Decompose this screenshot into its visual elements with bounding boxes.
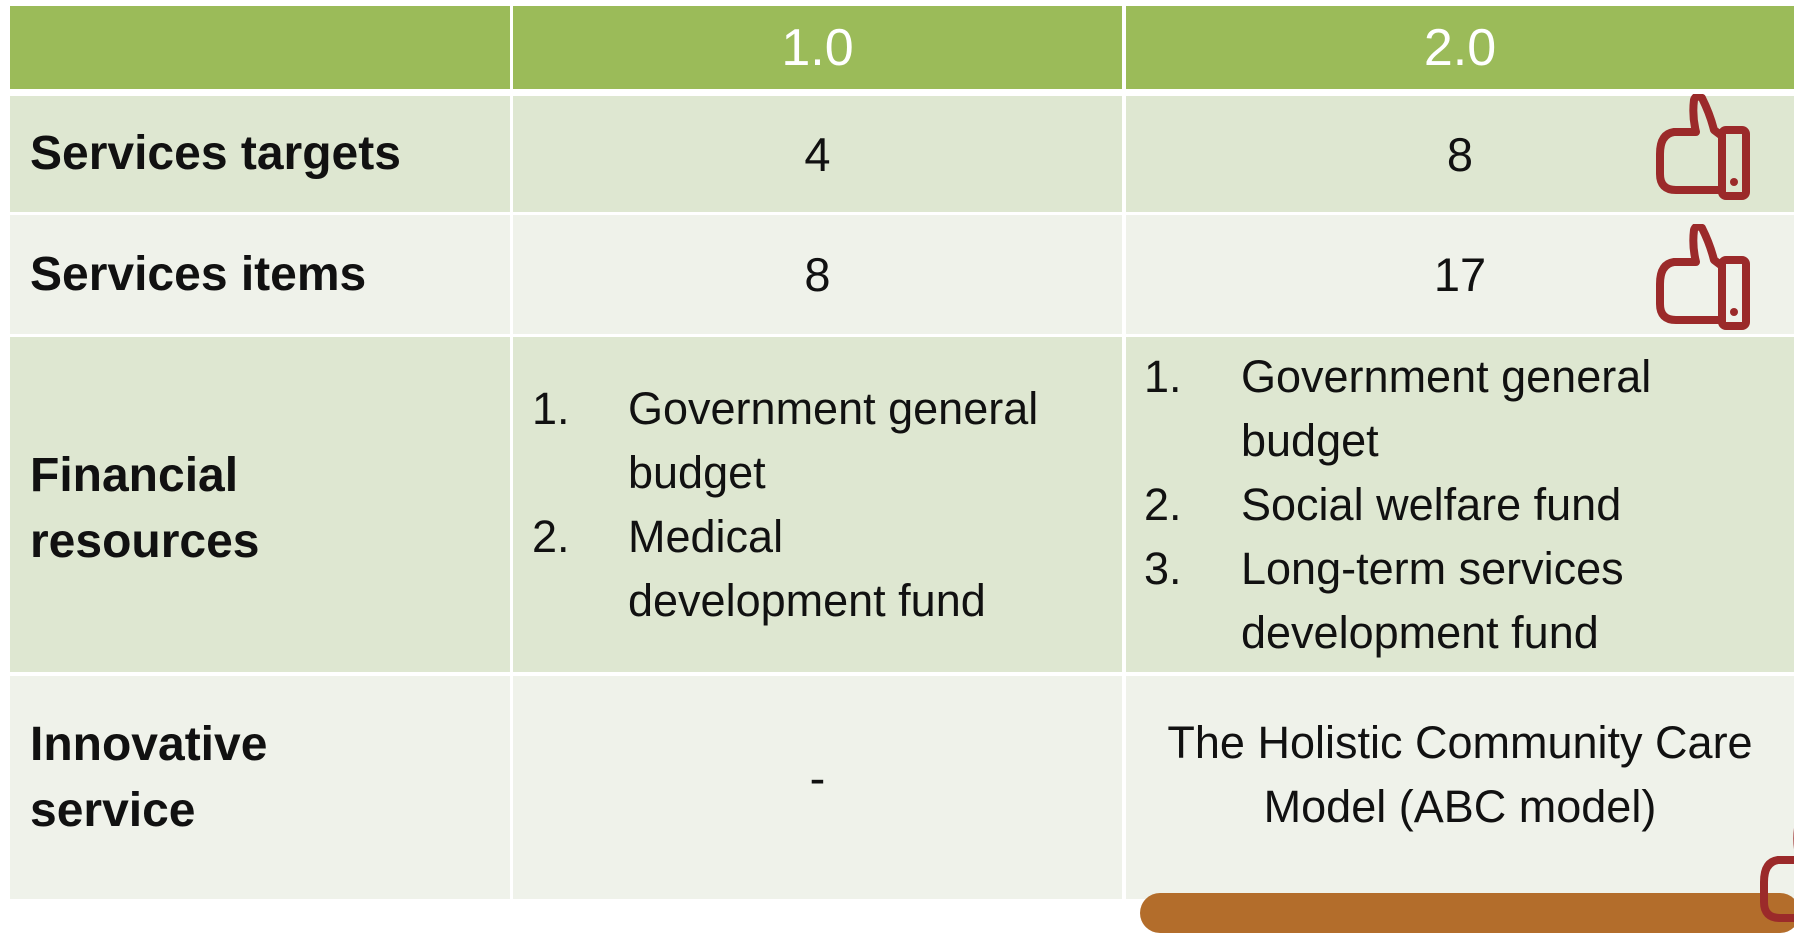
row-label: Financial resources (10, 337, 510, 672)
cell: 17 (1126, 215, 1794, 334)
list-number: 1. (1144, 350, 1182, 402)
list-item: 1. Government general budget (532, 377, 1048, 505)
cell: 4 (513, 96, 1122, 212)
decorative-shape (1140, 893, 1794, 933)
page: 1.0 2.0 Services targets 4 8 Services it… (10, 6, 1794, 933)
thumbs-up-icon (1648, 224, 1756, 332)
list-number: 3. (1144, 542, 1182, 594)
list-item: 2. Medical development fund (532, 505, 1048, 633)
cell: 1. Government general budget 2. Medical dev… (513, 337, 1122, 672)
list-number: 2. (532, 510, 570, 562)
list-item: 2. Social welfare fund (1144, 473, 1781, 537)
cell: 8 (1126, 96, 1794, 212)
list-number: 2. (1144, 478, 1182, 530)
header-cell: 1.0 (513, 6, 1122, 89)
list-item: 1. Government general budget (1144, 345, 1781, 473)
label-text: Innovative service (30, 717, 268, 837)
cell: The Holistic Community Care Model (ABC m… (1126, 676, 1794, 899)
list-text: Long-term services development fund (1241, 542, 1624, 658)
list-text: Government general budget (1241, 350, 1652, 466)
list: 1. Government general budget 2. Social welf… (1144, 345, 1781, 665)
label-text: Financial resources (30, 448, 260, 568)
thumbs-up-icon (1648, 94, 1756, 202)
list-item: 3. Long-term services development fund (1144, 537, 1781, 665)
header-corner (10, 6, 510, 89)
header-cell: 2.0 (1126, 6, 1794, 89)
cell: 8 (513, 215, 1122, 334)
row-label: Services items (10, 215, 510, 334)
cell-text: The Holistic Community Care Model (ABC m… (1167, 716, 1753, 832)
cell: 1. Government general budget 2. Social welf… (1126, 337, 1794, 672)
list-text: Medical development fund (628, 510, 986, 626)
list-text: Government general budget (628, 382, 1039, 498)
list: 1. Government general budget 2. Medical dev… (532, 377, 1048, 633)
row-label: Innovative service (10, 676, 510, 899)
cell: - (513, 676, 1122, 899)
row-label: Services targets (10, 96, 510, 212)
list-number: 1. (532, 382, 570, 434)
list-text: Social welfare fund (1241, 478, 1622, 530)
thumbs-up-icon (1752, 822, 1794, 930)
